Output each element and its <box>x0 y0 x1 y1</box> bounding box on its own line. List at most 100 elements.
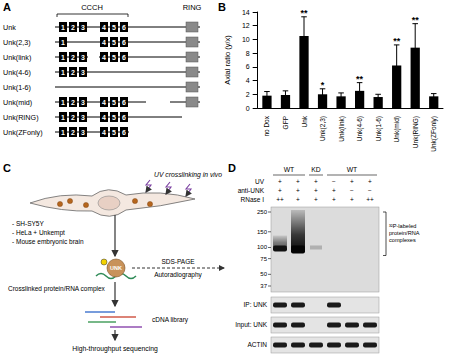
svg-text:5: 5 <box>112 24 116 31</box>
svg-text:complexes: complexes <box>389 237 416 243</box>
svg-text:14: 14 <box>242 9 250 16</box>
svg-text:anti-UNK: anti-UNK <box>238 187 265 194</box>
svg-text:C: C <box>3 162 11 174</box>
svg-text:High-throughput sequencing: High-throughput sequencing <box>72 345 158 353</box>
svg-text:Crosslinked protein/RNA comple: Crosslinked protein/RNA complex <box>8 285 106 293</box>
svg-text:+: + <box>314 178 318 185</box>
svg-text:+: + <box>278 187 282 194</box>
svg-text:+: + <box>368 178 372 185</box>
svg-text:GFP: GFP <box>282 116 289 129</box>
svg-text:1: 1 <box>61 24 65 31</box>
svg-text:KD: KD <box>311 166 321 173</box>
svg-text:3: 3 <box>81 54 85 61</box>
svg-text:UNK: UNK <box>110 265 122 271</box>
svg-text:150: 150 <box>257 229 268 235</box>
svg-text:RING: RING <box>183 3 202 12</box>
svg-text:Input: UNK: Input: UNK <box>235 321 267 329</box>
svg-text:+: + <box>296 187 300 194</box>
svg-text:4: 4 <box>102 54 106 61</box>
svg-text:Unk: Unk <box>301 115 308 127</box>
svg-text:**: ** <box>301 8 309 18</box>
svg-text:−: − <box>332 178 336 185</box>
svg-text:Unk(mid): Unk(mid) <box>393 116 401 142</box>
svg-text:RNase I: RNase I <box>241 196 265 203</box>
svg-text:Unk(2,3): Unk(2,3) <box>319 116 327 141</box>
svg-text:protein/RNA: protein/RNA <box>389 230 420 236</box>
svg-text:1: 1 <box>61 99 65 106</box>
svg-text:5: 5 <box>112 129 116 136</box>
svg-text:1: 1 <box>61 39 65 46</box>
svg-text:12: 12 <box>242 22 250 29</box>
svg-text:WT: WT <box>347 166 358 173</box>
svg-text:6: 6 <box>122 129 126 136</box>
svg-text:6: 6 <box>122 39 126 46</box>
svg-text:B: B <box>218 1 226 13</box>
svg-text:+: + <box>314 187 318 194</box>
svg-text:3: 3 <box>81 99 85 106</box>
svg-text:- Mouse embryonic brain: - Mouse embryonic brain <box>12 238 84 246</box>
svg-text:5: 5 <box>112 114 116 121</box>
svg-text:+: + <box>332 196 336 203</box>
svg-text:3: 3 <box>81 114 85 121</box>
svg-text:+: + <box>314 196 318 203</box>
svg-text:Autoradiography: Autoradiography <box>154 271 202 279</box>
svg-text:6: 6 <box>122 24 126 31</box>
svg-text:ACTIN: ACTIN <box>248 341 268 348</box>
svg-text:2: 2 <box>71 99 75 106</box>
svg-text:+: + <box>350 196 354 203</box>
svg-text:5: 5 <box>112 99 116 106</box>
svg-text:4: 4 <box>102 129 106 136</box>
svg-text:Unk(4-6): Unk(4-6) <box>356 116 364 141</box>
svg-text:Unk(ZFonly): Unk(ZFonly) <box>430 116 438 152</box>
svg-text:2: 2 <box>71 129 75 136</box>
svg-text:100: 100 <box>257 244 268 250</box>
svg-text:D: D <box>228 162 236 174</box>
svg-text:++: ++ <box>366 196 374 203</box>
svg-text:Unk(4-6): Unk(4-6) <box>3 68 31 77</box>
svg-text:UV crosslinking in vivo: UV crosslinking in vivo <box>154 171 222 179</box>
svg-text:5: 5 <box>112 54 116 61</box>
svg-text:3: 3 <box>81 69 85 76</box>
svg-text:6: 6 <box>122 114 126 121</box>
svg-text:50: 50 <box>260 271 267 277</box>
svg-text:**: ** <box>412 15 420 25</box>
svg-text:CCCH: CCCH <box>81 3 103 12</box>
svg-text:2: 2 <box>246 91 250 98</box>
svg-text:Unk(RING): Unk(RING) <box>412 116 420 148</box>
svg-text:+: + <box>296 178 300 185</box>
svg-text:+: + <box>350 178 354 185</box>
svg-text:³²P-labeled: ³²P-labeled <box>389 223 416 229</box>
svg-text:2: 2 <box>71 114 75 121</box>
svg-text:++: ++ <box>276 196 284 203</box>
svg-text:250: 250 <box>257 209 268 215</box>
svg-text:SDS-PAGE: SDS-PAGE <box>161 258 195 265</box>
svg-text:- HeLa + Unkempt: - HeLa + Unkempt <box>12 229 65 237</box>
svg-text:4: 4 <box>102 39 106 46</box>
svg-text:10: 10 <box>242 36 250 43</box>
svg-text:5: 5 <box>112 39 116 46</box>
svg-text:8: 8 <box>246 50 250 57</box>
svg-text:Unk(1-6): Unk(1-6) <box>375 116 383 141</box>
svg-text:1: 1 <box>61 54 65 61</box>
svg-text:UV: UV <box>255 178 265 185</box>
svg-text:75: 75 <box>260 256 267 262</box>
svg-text:3: 3 <box>81 129 85 136</box>
svg-text:- SH-SY5Y: - SH-SY5Y <box>12 220 44 227</box>
svg-text:2: 2 <box>71 54 75 61</box>
svg-text:0: 0 <box>246 105 250 112</box>
svg-text:no Dox: no Dox <box>263 115 270 136</box>
svg-text:4: 4 <box>102 114 106 121</box>
svg-text:6: 6 <box>122 54 126 61</box>
svg-text:−: − <box>350 187 354 194</box>
svg-text:2: 2 <box>71 69 75 76</box>
svg-text:**: ** <box>356 74 364 84</box>
svg-text:2: 2 <box>71 24 75 31</box>
svg-text:4: 4 <box>246 77 250 84</box>
svg-text:6: 6 <box>122 99 126 106</box>
svg-text:A: A <box>3 1 11 13</box>
svg-text:3: 3 <box>81 24 85 31</box>
svg-text:1: 1 <box>61 114 65 121</box>
svg-text:WT: WT <box>284 166 295 173</box>
svg-text:4: 4 <box>102 24 106 31</box>
svg-text:IP: UNK: IP: UNK <box>244 301 268 308</box>
